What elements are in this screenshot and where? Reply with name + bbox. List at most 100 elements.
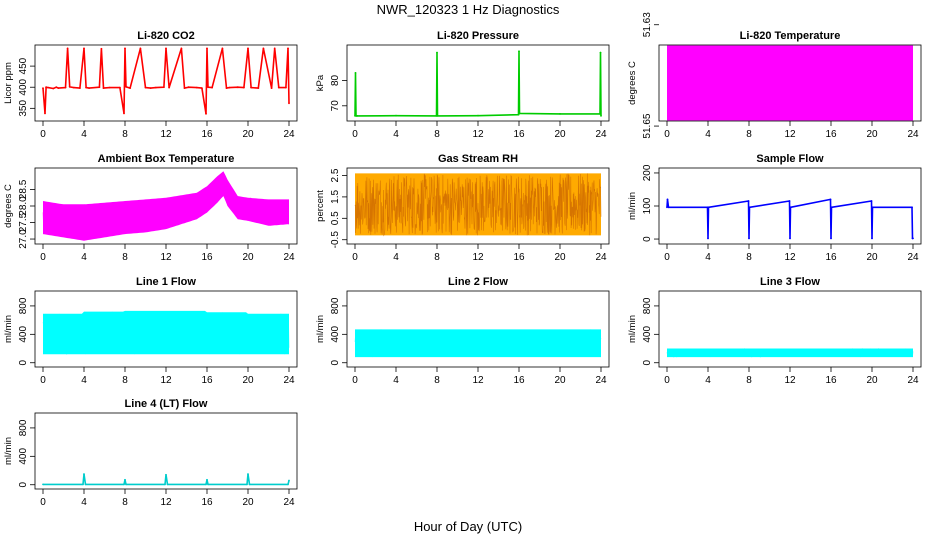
panel-7: Line 1 Flow ml/min 0 4 8 12 16 20 24 0 400 800 bbox=[3, 276, 298, 386]
data-point bbox=[195, 86, 198, 89]
data-point bbox=[52, 87, 55, 90]
data-point bbox=[165, 473, 167, 476]
data-point bbox=[911, 206, 913, 209]
y-tick-label: 350 bbox=[18, 100, 29, 117]
series-noise bbox=[354, 329, 602, 358]
data-point bbox=[667, 206, 670, 209]
y-tick-label: 0 bbox=[18, 482, 29, 488]
data-point bbox=[166, 483, 169, 486]
x-tick-label: 20 bbox=[242, 129, 254, 140]
data-layer bbox=[354, 173, 602, 237]
x-tick-label: 8 bbox=[434, 129, 440, 140]
data-point bbox=[287, 483, 289, 486]
panel-title: Sample Flow bbox=[756, 153, 824, 165]
x-tick-label: 12 bbox=[472, 375, 484, 386]
y-tick-label: -0.5 bbox=[330, 231, 341, 249]
data-point bbox=[270, 87, 273, 89]
data-point bbox=[211, 86, 214, 89]
x-tick-label: 4 bbox=[81, 129, 87, 140]
y-tick-label: 450 bbox=[18, 57, 29, 74]
panel-title: Li-820 Pressure bbox=[437, 30, 519, 42]
data-point bbox=[288, 102, 290, 105]
data-point bbox=[129, 87, 132, 89]
data-layer bbox=[666, 198, 914, 240]
x-tick-label: 0 bbox=[40, 129, 46, 140]
data-point bbox=[205, 483, 207, 486]
data-point bbox=[248, 483, 251, 486]
data-point bbox=[85, 86, 87, 89]
data-point bbox=[66, 47, 69, 50]
data-point bbox=[517, 113, 520, 116]
data-point bbox=[207, 483, 209, 486]
data-layer bbox=[42, 171, 290, 241]
x-tick-label: 20 bbox=[554, 129, 566, 140]
x-tick-label: 20 bbox=[866, 252, 878, 263]
data-point bbox=[201, 87, 203, 89]
x-tick-label: 4 bbox=[393, 252, 399, 263]
y-tick-label: 2.5 bbox=[330, 168, 341, 182]
x-tick-label: 24 bbox=[907, 375, 919, 386]
data-point bbox=[221, 47, 224, 50]
x-tick-label: 20 bbox=[554, 252, 566, 263]
y-tick-label: 400 bbox=[330, 326, 341, 343]
data-point bbox=[124, 47, 126, 50]
x-tick-label: 24 bbox=[595, 252, 607, 263]
data-point bbox=[149, 87, 152, 89]
x-tick-label: 4 bbox=[81, 497, 87, 508]
data-point bbox=[277, 86, 280, 89]
series-band bbox=[43, 171, 289, 241]
x-tick-label: 8 bbox=[122, 252, 128, 263]
series-noise bbox=[42, 173, 290, 241]
data-point bbox=[354, 72, 357, 74]
data-point bbox=[82, 483, 84, 486]
data-point bbox=[666, 198, 669, 201]
x-tick-label: 0 bbox=[40, 497, 46, 508]
x-tick-label: 12 bbox=[160, 129, 172, 140]
y-axis-label: Licor ppm bbox=[3, 62, 14, 104]
panel-10: Line 4 (LT) Flow ml/min 0 4 8 12 16 20 24 0 400 800 bbox=[3, 398, 298, 508]
data-point bbox=[205, 112, 207, 115]
panel-title: Ambient Box Temperature bbox=[98, 153, 235, 165]
x-tick-label: 8 bbox=[122, 497, 128, 508]
x-tick-label: 0 bbox=[352, 375, 358, 386]
data-point bbox=[124, 478, 126, 481]
x-tick-label: 24 bbox=[283, 375, 295, 386]
data-point bbox=[72, 86, 75, 89]
data-point bbox=[206, 478, 208, 481]
data-point bbox=[247, 47, 249, 50]
data-point bbox=[88, 87, 90, 89]
y-tick-label: 800 bbox=[330, 297, 341, 314]
y-axis-label: kPa bbox=[315, 74, 326, 91]
y-axis-label: ml/min bbox=[315, 315, 326, 343]
data-point bbox=[123, 483, 125, 486]
panel-title: Line 2 Flow bbox=[448, 276, 508, 288]
data-point bbox=[45, 86, 47, 89]
y-axis-label: degrees C bbox=[3, 184, 14, 228]
figure-title: NWR_120323 1 Hz Diagnostics bbox=[377, 2, 560, 17]
panel-title: Li-820 CO2 bbox=[137, 30, 194, 42]
data-point bbox=[42, 483, 44, 486]
x-tick-label: 4 bbox=[393, 129, 399, 140]
data-layer bbox=[666, 347, 914, 358]
data-point bbox=[247, 473, 249, 475]
y-tick-label: 28.5 bbox=[18, 179, 29, 199]
data-point bbox=[262, 47, 265, 50]
data-point bbox=[83, 473, 85, 475]
x-tick-label: 16 bbox=[201, 375, 213, 386]
x-tick-label: 16 bbox=[201, 129, 213, 140]
series-noise bbox=[42, 311, 290, 356]
panel-8: Line 2 Flow ml/min 0 4 8 12 16 20 24 0 400 800 bbox=[315, 276, 610, 386]
data-point bbox=[436, 51, 438, 54]
data-point bbox=[83, 47, 85, 50]
data-layer bbox=[42, 473, 290, 486]
data-point bbox=[64, 86, 67, 89]
x-tick-label: 12 bbox=[160, 497, 172, 508]
x-tick-label: 4 bbox=[81, 375, 87, 386]
data-point bbox=[748, 237, 750, 240]
data-point bbox=[789, 237, 791, 240]
data-point bbox=[830, 206, 833, 209]
y-tick-label: 400 bbox=[18, 326, 29, 343]
data-point bbox=[912, 237, 914, 240]
